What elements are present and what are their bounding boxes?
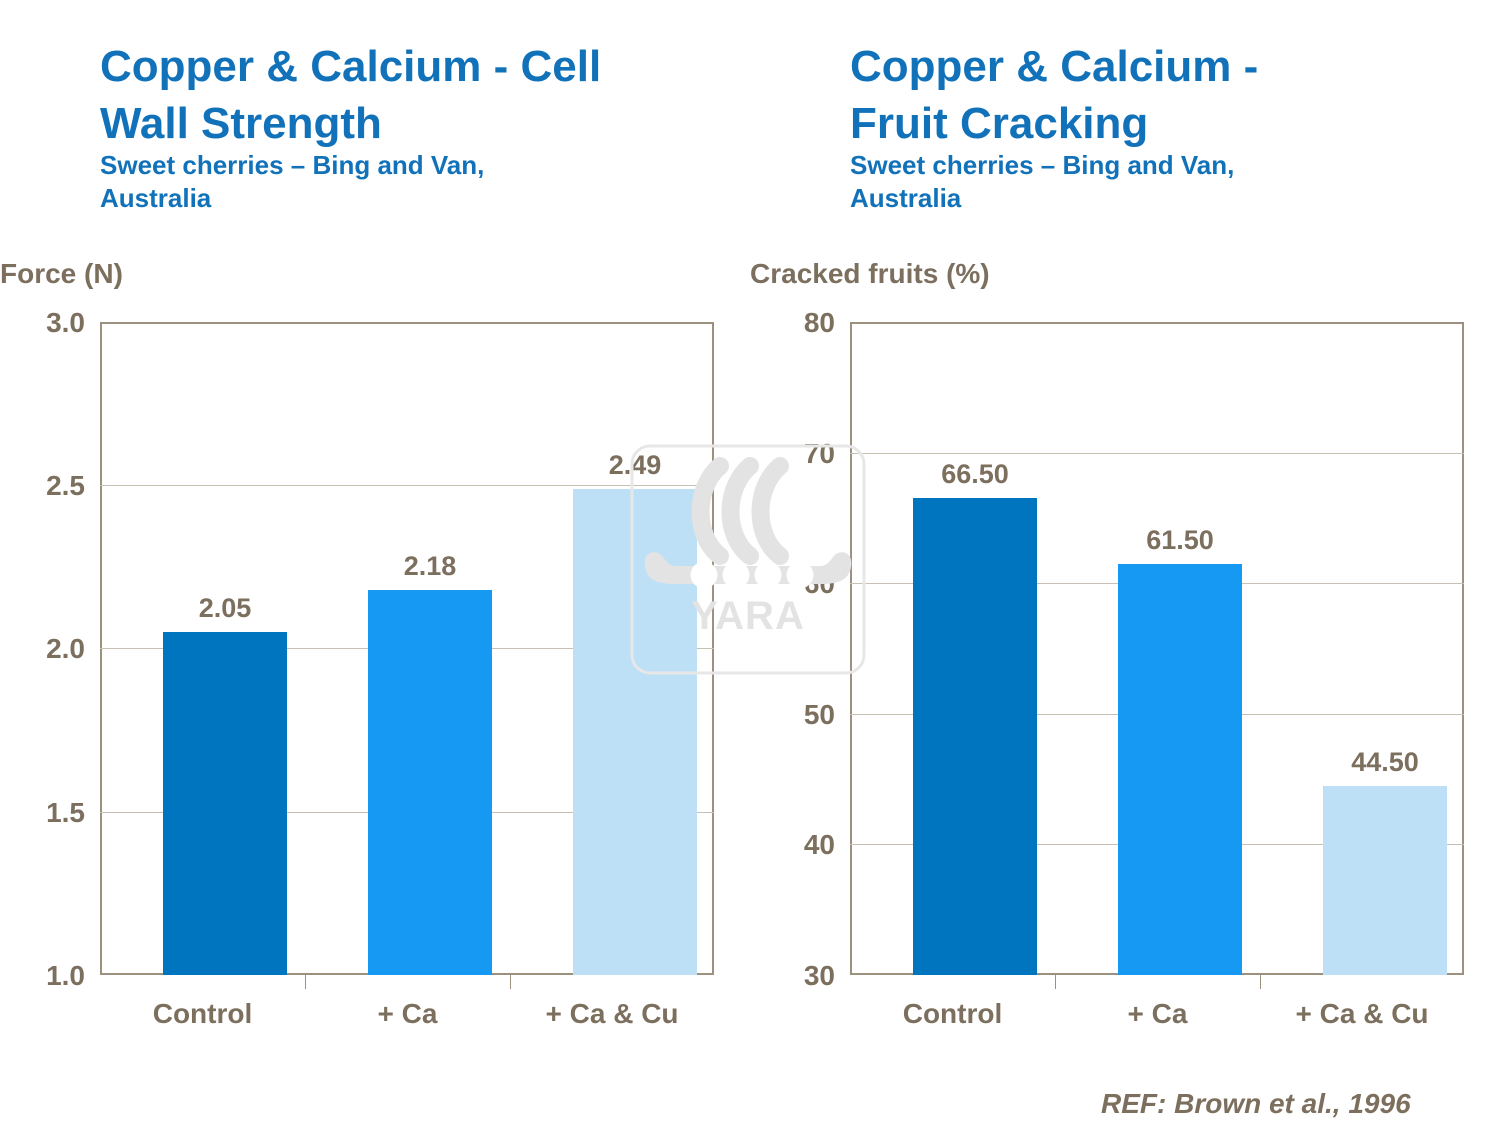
svg-text:YARA: YARA xyxy=(691,594,805,638)
